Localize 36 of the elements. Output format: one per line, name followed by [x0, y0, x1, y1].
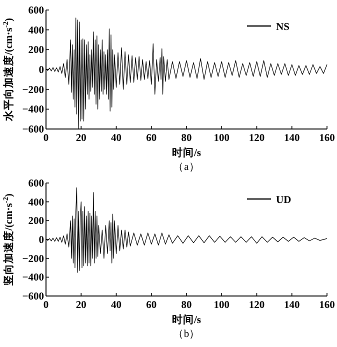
y-tick-label: −200 [22, 254, 44, 265]
x-tick-label: 160 [319, 133, 335, 144]
x-tick-label: 20 [76, 133, 86, 144]
x-tick-label: 80 [181, 133, 192, 144]
x-tick-label: 120 [248, 300, 265, 311]
x-tick-label: 140 [284, 300, 300, 311]
x-tick-label: 60 [146, 133, 157, 144]
y-tick-label: 200 [28, 216, 44, 228]
y-tick-label: 0 [38, 65, 44, 76]
y-tick-label: −200 [22, 84, 44, 96]
y-tick-label: 600 [28, 178, 44, 190]
legend-label: NS [276, 22, 290, 33]
y-tick-label: −600 [22, 124, 44, 136]
y-tick-label: 200 [28, 45, 44, 56]
x-tick-label: 40 [111, 133, 122, 144]
x-tick-label: 20 [76, 300, 86, 311]
legend-label: UD [276, 195, 292, 206]
y-tick-label: −600 [22, 292, 44, 302]
y-tick-label: −400 [22, 272, 44, 284]
x-tick-label: 140 [284, 133, 300, 144]
x-tick-label: 100 [214, 133, 230, 144]
y-tick-label: 600 [28, 6, 44, 16]
x-tick-label: 60 [146, 300, 157, 311]
y-tick-label: −400 [22, 104, 44, 116]
x-tick-label: 100 [214, 300, 230, 311]
y-tick-label: 400 [28, 197, 44, 208]
x-axis-title: 时间/s [172, 146, 202, 159]
x-tick-label: 120 [248, 133, 265, 144]
text: （b） [172, 329, 200, 340]
x-tick-label: 160 [319, 300, 335, 311]
x-tick-label: 40 [111, 300, 122, 311]
text: （a） [173, 162, 200, 173]
x-axis-title: 时间/s [172, 313, 202, 326]
y-tick-label: 400 [28, 25, 44, 36]
x-tick-label: 80 [181, 300, 192, 311]
y-tick-label: 0 [38, 235, 44, 246]
